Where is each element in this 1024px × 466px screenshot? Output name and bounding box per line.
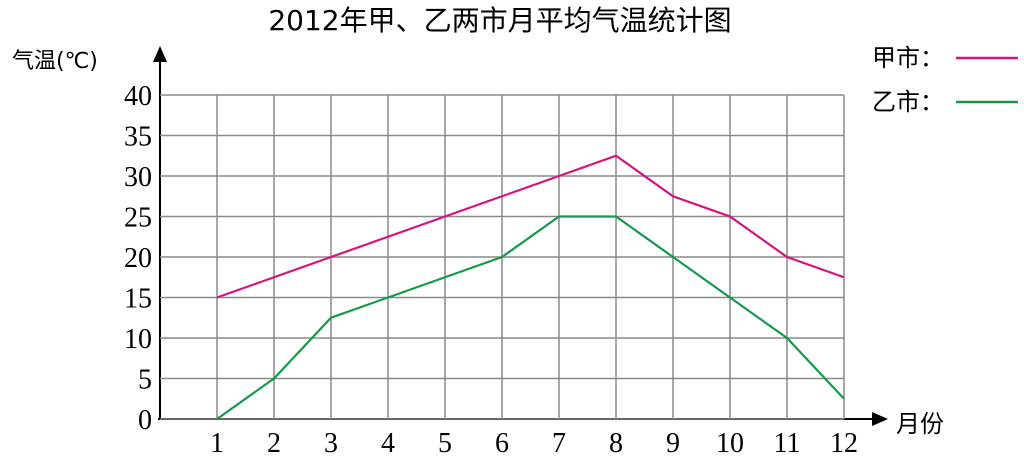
y-tick-label: 20 <box>124 243 152 274</box>
x-tick-label: 7 <box>552 428 566 459</box>
y-tick-label: 25 <box>124 203 152 234</box>
legend-label: 甲市： <box>872 44 944 72</box>
chart-title: 2012年甲、乙两市月平均气温统计图 <box>268 4 731 37</box>
x-tick-label: 5 <box>438 428 452 459</box>
data-line <box>216 154 845 299</box>
y-tick-label: 35 <box>124 122 152 153</box>
legend-label: 乙市： <box>872 88 944 116</box>
x-tick-label: 12 <box>830 428 858 459</box>
y-tick-label: 0 <box>138 405 152 436</box>
y-tick-label: 5 <box>138 365 152 396</box>
x-tick-label: 8 <box>609 428 623 459</box>
x-tick-label: 9 <box>666 428 680 459</box>
x-axis-label: 月份 <box>896 410 944 438</box>
x-tick-label: 2 <box>267 428 281 459</box>
y-axis-arrow <box>153 46 167 62</box>
y-tick-label: 10 <box>124 324 152 355</box>
x-tick-label: 1 <box>210 428 224 459</box>
y-axis-label: 气温(℃) <box>12 49 98 74</box>
x-tick-label: 6 <box>495 428 509 459</box>
y-tick-label: 15 <box>124 284 152 315</box>
x-tick-label: 4 <box>381 428 395 459</box>
y-tick-label: 40 <box>124 81 152 112</box>
y-tick-label: 30 <box>124 162 152 193</box>
x-tick-label: 10 <box>716 428 744 459</box>
x-axis-arrow <box>872 412 888 426</box>
x-tick-label: 3 <box>324 428 338 459</box>
x-tick-label: 11 <box>774 428 801 459</box>
data-line <box>216 215 845 420</box>
